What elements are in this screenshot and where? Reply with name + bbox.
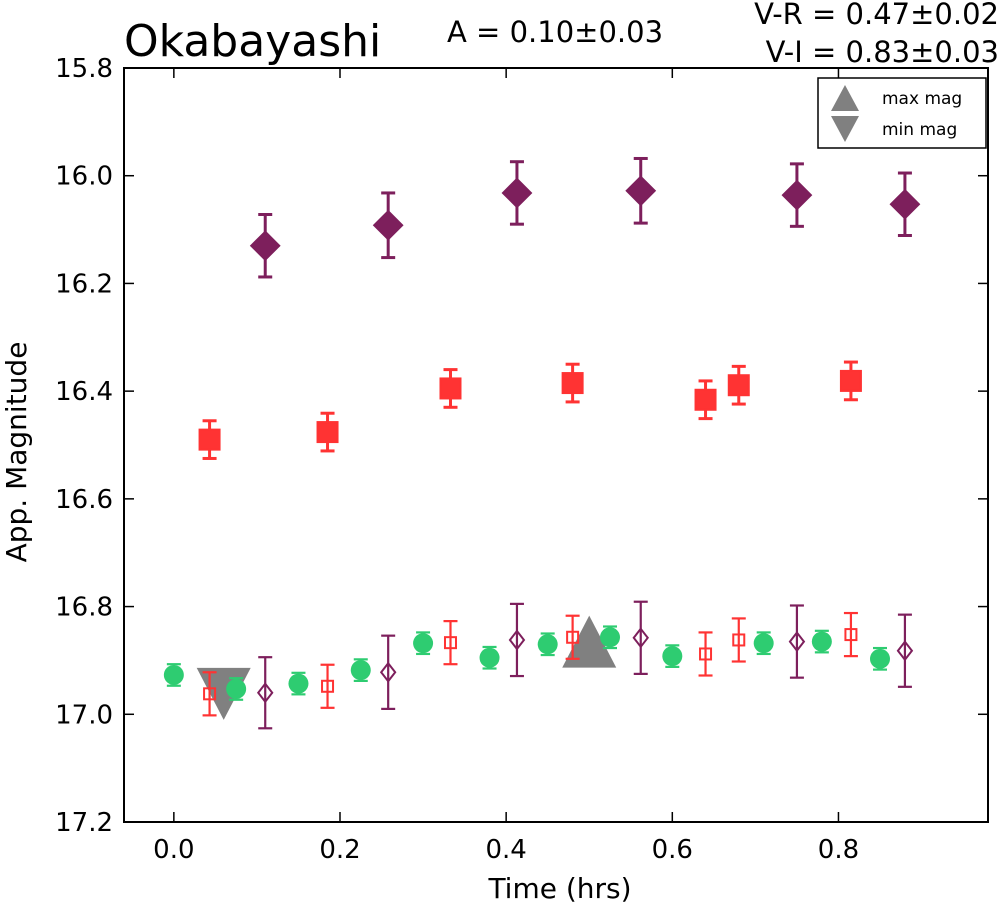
legend-label-max-mag: max mag — [882, 89, 962, 109]
data-point-diamond — [372, 209, 404, 241]
data-point-square — [732, 633, 746, 647]
x-tick-label: 0.8 — [818, 835, 859, 865]
color-index-vi: V-I = 0.83±0.03 — [766, 35, 999, 69]
data-point-diamond — [632, 627, 650, 649]
legend: max mag min mag — [817, 77, 987, 149]
data-point-square — [839, 369, 862, 392]
x-tick-label: 0.0 — [153, 835, 194, 865]
data-point-square — [694, 388, 717, 411]
y-tick-label: 17.2 — [55, 808, 113, 838]
data-point-circle — [288, 673, 309, 694]
data-point-circle — [413, 633, 434, 654]
data-point-diamond — [501, 177, 533, 209]
data-point-diamond — [896, 640, 914, 662]
data-point-square — [699, 647, 713, 661]
legend-label-min-mag: min mag — [882, 120, 957, 140]
data-point-diamond — [625, 175, 657, 207]
y-tick-label: 16.4 — [55, 377, 113, 407]
data-point-diamond — [508, 629, 526, 651]
x-tick-label: 0.4 — [485, 835, 526, 865]
x-axis-label: Time (hrs) — [487, 872, 631, 904]
data-point-square — [566, 630, 580, 644]
data-point-square — [439, 377, 462, 400]
plot-frame — [123, 67, 989, 823]
data-point-circle — [662, 646, 683, 667]
data-point-diamond — [788, 630, 806, 653]
data-point-square — [198, 428, 221, 451]
data-point-diamond — [889, 188, 921, 220]
data-point-circle — [753, 633, 774, 654]
data-point-diamond — [379, 661, 397, 683]
data-point-square — [316, 421, 339, 444]
y-tick-label: 16.0 — [55, 162, 113, 192]
data-point-circle — [537, 634, 558, 655]
data-marks — [163, 156, 921, 730]
data-point-circle — [226, 678, 247, 699]
max-mag-marker — [562, 615, 617, 668]
data-point-square — [727, 374, 750, 397]
x-tick-label: 0.2 — [319, 835, 360, 865]
data-point-diamond — [249, 230, 281, 262]
legend-max-mag-icon — [831, 85, 859, 111]
y-tick-label: 16.2 — [55, 269, 113, 299]
data-point-circle — [811, 631, 832, 652]
data-point-diamond — [256, 682, 274, 704]
data-point-circle — [600, 627, 620, 648]
y-tick-label: 15.8 — [55, 54, 113, 84]
y-tick-label: 17.0 — [55, 700, 113, 730]
x-tick-label: 0.6 — [652, 835, 693, 865]
color-index-vr: V-R = 0.47±0.02 — [754, 0, 999, 31]
amplitude-label: A = 0.10±0.03 — [447, 15, 663, 49]
legend-min-mag-icon — [831, 116, 859, 142]
data-point-square — [561, 372, 584, 395]
data-point-square — [203, 687, 217, 701]
data-point-circle — [479, 647, 500, 668]
y-tick-label: 16.8 — [55, 593, 113, 623]
data-point-circle — [870, 648, 890, 669]
y-tick-label: 16.6 — [55, 485, 113, 515]
data-point-diamond — [781, 179, 813, 211]
data-point-square — [321, 679, 335, 693]
data-point-square — [443, 636, 457, 650]
data-point-circle — [350, 660, 371, 681]
chart-title: Okabayashi — [124, 16, 381, 67]
y-axis-label: App. Magnitude — [0, 342, 33, 563]
data-point-circle — [163, 664, 184, 685]
data-point-square — [844, 628, 858, 642]
axis-ticks: 0.0 0.2 0.4 0.6 0.8 15.8 16.0 16.2 16.4 16.6 16.8 1… — [55, 54, 988, 865]
